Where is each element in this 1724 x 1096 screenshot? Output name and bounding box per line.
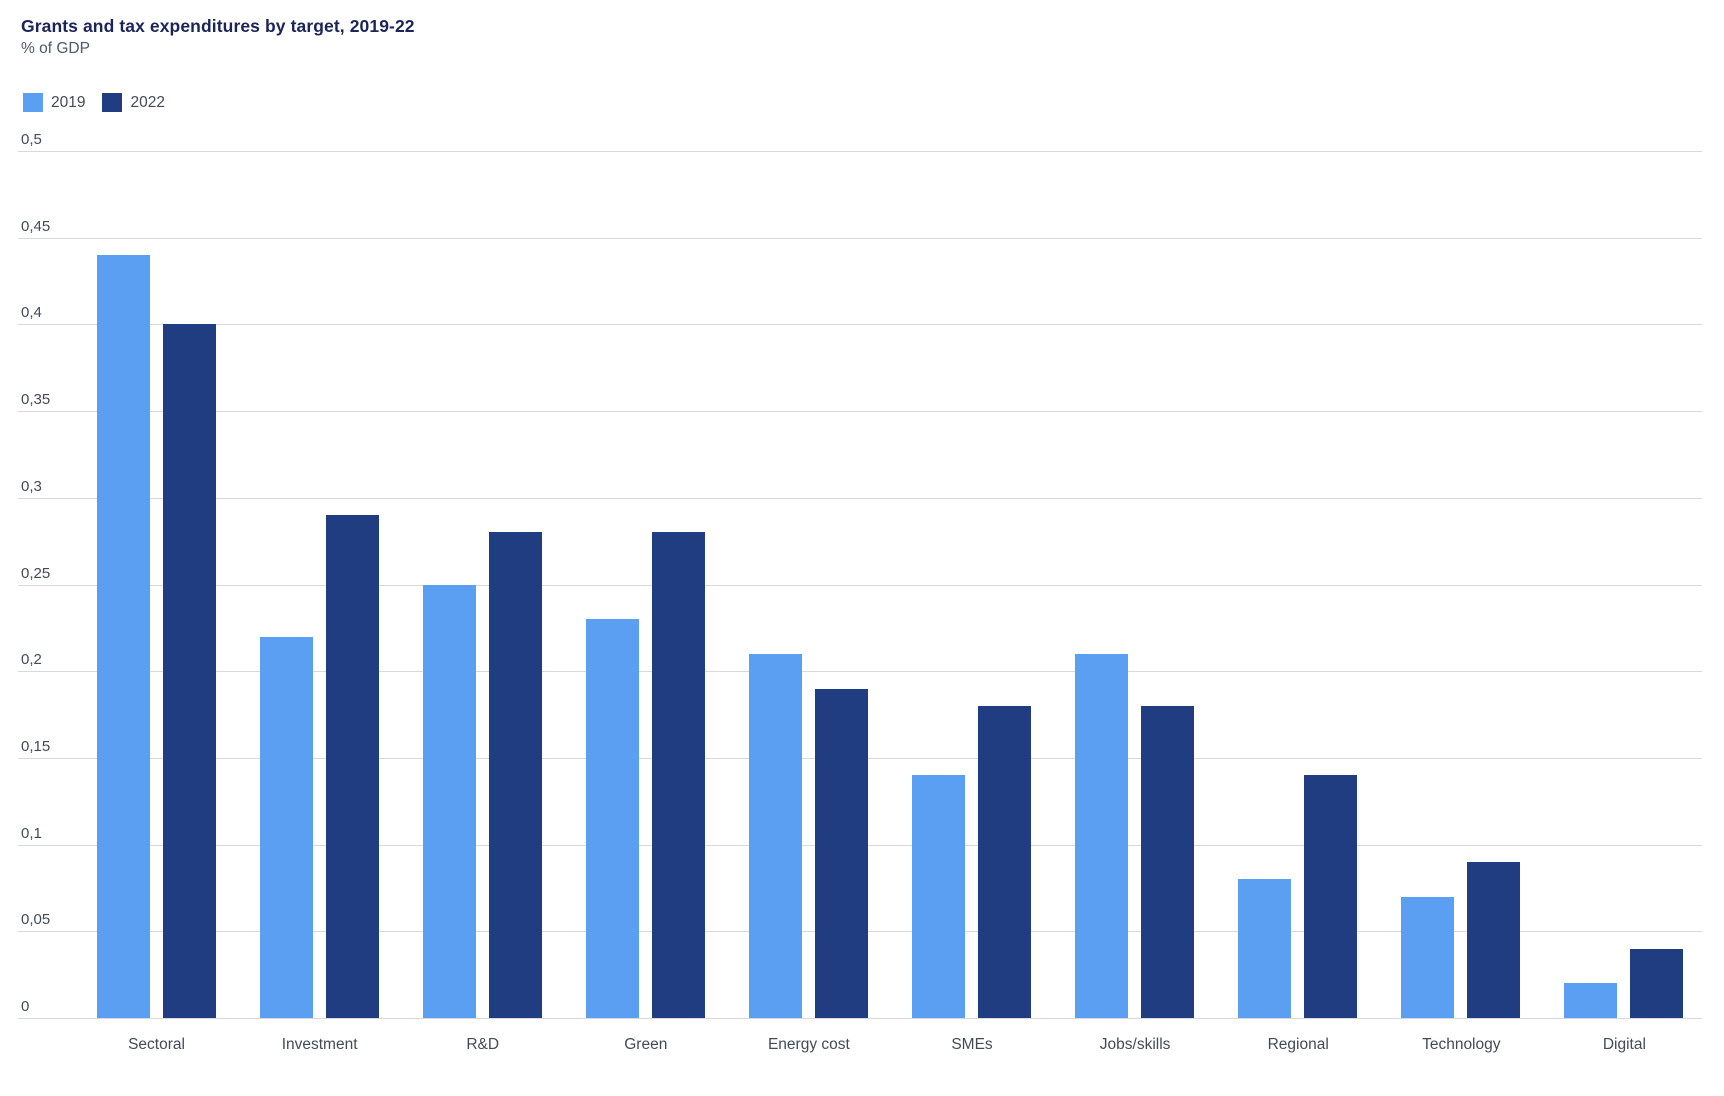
gridline-0-35 — [18, 411, 1702, 413]
bar-2019-smes[interactable] — [912, 775, 965, 1018]
legend-label-2019: 2019 — [51, 93, 86, 111]
x-label-regional: Regional — [1267, 1036, 1329, 1053]
y-tick-label-0-15: 0,15 — [21, 737, 51, 755]
y-tick-label-0-35: 0,35 — [21, 391, 51, 409]
y-tick-label-0-05: 0,05 — [21, 911, 51, 929]
bar-2022-sectoral[interactable] — [162, 324, 216, 1018]
bar-2019-energy-cost[interactable] — [748, 653, 802, 1018]
gridline-0-3 — [18, 497, 1702, 499]
legend-item-2019[interactable]: 2019 — [23, 93, 85, 112]
x-label-technology: Technology — [1422, 1036, 1501, 1053]
legend-item-2022[interactable]: 2022 — [102, 93, 165, 112]
y-tick-label-0-1: 0,1 — [21, 824, 42, 842]
bar-2022-jobs-skills[interactable] — [1141, 705, 1195, 1018]
bar-2022-green[interactable] — [651, 532, 705, 1018]
x-label-r-d: R&D — [466, 1036, 500, 1053]
legend-label-2022: 2022 — [130, 93, 165, 111]
bar-2019-investment[interactable] — [259, 636, 313, 1018]
bar-2022-smes[interactable] — [978, 705, 1031, 1018]
bar-2019-sectoral[interactable] — [96, 255, 150, 1018]
x-label-smes: SMEs — [951, 1036, 993, 1053]
y-tick-label-0: 0 — [21, 998, 30, 1015]
bar-2019-technology[interactable] — [1401, 896, 1455, 1018]
chart-legend: 2019 2022 — [23, 93, 165, 112]
legend-swatch-2019 — [23, 93, 43, 112]
gridline-0-4 — [18, 324, 1702, 326]
y-tick-label-0-25: 0,25 — [21, 564, 51, 582]
x-label-investment: Investment — [281, 1036, 358, 1053]
bar-2019-green[interactable] — [585, 619, 639, 1018]
y-tick-label-0-45: 0,45 — [21, 217, 51, 235]
bar-2019-jobs-skills[interactable] — [1075, 653, 1129, 1018]
y-tick-label-0-4: 0,4 — [21, 304, 42, 322]
y-tick-label-0-5: 0,5 — [21, 131, 42, 148]
x-label-energy-cost: Energy cost — [767, 1036, 850, 1053]
gridline-0-2 — [18, 671, 1702, 673]
bar-2022-r-d[interactable] — [488, 532, 542, 1018]
gridline-0 — [18, 1018, 1702, 1019]
gridline-0-45 — [18, 237, 1702, 239]
bar-2022-regional[interactable] — [1304, 775, 1358, 1018]
gridline-0-25 — [18, 584, 1702, 586]
bar-2022-energy-cost[interactable] — [814, 688, 868, 1018]
gridline-0-5 — [18, 151, 1702, 152]
y-tick-label-0-3: 0,3 — [21, 477, 42, 495]
y-tick-label-0-2: 0,2 — [21, 651, 42, 669]
bar-2022-investment[interactable] — [325, 515, 379, 1018]
bar-2022-digital[interactable] — [1630, 948, 1684, 1018]
x-label-digital: Digital — [1602, 1036, 1646, 1053]
plot-area: 0 0,05 0,1 0,15 0,2 0,25 0,3 0,35 0,4 0,45 0,5 Sect… — [18, 132, 1702, 1053]
legend-swatch-2022 — [102, 93, 123, 112]
x-label-sectoral: Sectoral — [128, 1036, 185, 1053]
bar-2019-digital[interactable] — [1564, 983, 1618, 1018]
bar-2022-technology[interactable] — [1467, 861, 1521, 1018]
x-label-green: Green — [624, 1036, 668, 1053]
bar-2019-regional[interactable] — [1238, 879, 1292, 1018]
x-label-jobs-skills: Jobs/skills — [1099, 1036, 1171, 1053]
bar-2019-r-d[interactable] — [422, 584, 476, 1018]
chart-title: Grants and tax expenditures by target, 2… — [21, 16, 415, 36]
chart-subtitle: % of GDP — [21, 40, 90, 57]
